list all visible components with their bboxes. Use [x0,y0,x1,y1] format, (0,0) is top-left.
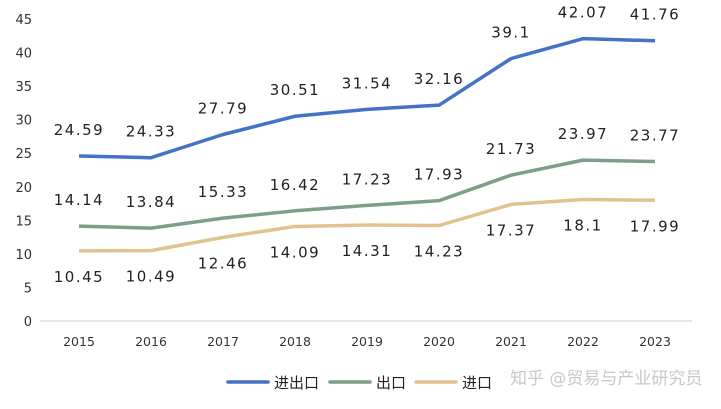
data-label: 10.49 [126,268,176,286]
x-tick-label: 2015 [63,334,95,349]
x-tick-label: 2019 [351,334,383,349]
data-label: 24.59 [54,121,104,139]
data-label: 39.1 [491,24,530,42]
y-tick-label: 20 [15,181,32,196]
data-label: 31.54 [342,74,392,92]
data-label: 14.31 [342,242,392,260]
data-label: 32.16 [414,70,464,88]
watermark: 知乎 @贸易与产业研究员 [510,369,703,389]
legend-label: 进口 [462,374,492,392]
data-label: 10.45 [54,268,104,286]
data-label: 17.93 [414,166,464,184]
x-tick-label: 2017 [207,334,239,349]
x-tick-label: 2021 [495,334,527,349]
data-label: 17.23 [342,170,392,188]
series-line-2 [78,158,656,230]
data-label: 23.97 [558,125,608,143]
data-label: 42.07 [558,4,608,22]
data-label: 21.73 [486,140,536,158]
data-label: 12.46 [198,254,248,272]
data-label: 18.1 [563,217,602,235]
data-label: 41.76 [630,6,680,24]
data-label: 17.99 [630,217,680,235]
x-tick-label: 2022 [567,334,599,349]
data-label: 27.79 [198,99,248,117]
y-tick-label: 45 [15,13,32,28]
data-label: 13.84 [126,193,176,211]
y-tick-label: 30 [15,114,32,129]
data-label: 16.42 [270,176,320,194]
series-line-3 [78,197,656,253]
data-label: 14.23 [414,243,464,261]
y-tick-label: 15 [15,214,32,229]
y-tick-label: 25 [15,147,32,162]
legend-label: 出口 [376,374,406,392]
y-tick-label: 0 [24,315,32,330]
y-tick-label: 10 [15,248,32,263]
x-tick-label: 2016 [135,334,167,349]
y-tick-label: 5 [24,281,32,296]
data-label: 30.51 [270,81,320,99]
y-tick-label: 35 [15,80,32,95]
x-tick-label: 2020 [423,334,455,349]
x-tick-label: 2018 [279,334,311,349]
y-tick-label: 40 [15,47,32,62]
data-label: 23.77 [630,126,680,144]
data-label: 24.33 [126,123,176,141]
data-label: 14.14 [54,191,104,209]
data-label: 15.33 [198,183,248,201]
data-label: 14.09 [270,243,320,261]
legend-label: 进出口 [274,374,319,392]
series-line-1 [78,36,656,160]
data-label: 17.37 [486,221,536,239]
x-tick-label: 2023 [639,334,671,349]
